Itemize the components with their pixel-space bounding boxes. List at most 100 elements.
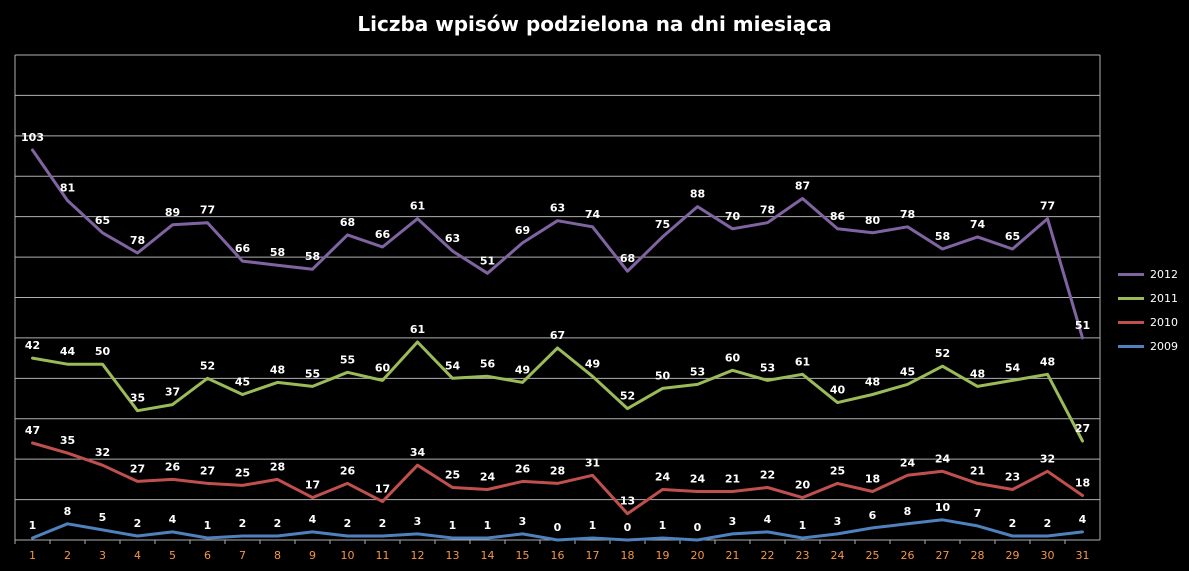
x-tick-label: 10 xyxy=(341,549,355,562)
data-label: 24 xyxy=(480,470,496,483)
data-label: 65 xyxy=(95,214,110,227)
data-label: 51 xyxy=(1075,319,1090,332)
data-label: 45 xyxy=(900,365,915,378)
data-label: 74 xyxy=(970,218,986,231)
x-tick-label: 30 xyxy=(1041,549,1055,562)
legend-label: 2011 xyxy=(1150,291,1178,305)
data-label: 2 xyxy=(1044,517,1052,530)
x-tick-label: 4 xyxy=(134,549,141,562)
data-label: 2 xyxy=(1009,517,1017,530)
data-label: 47 xyxy=(25,424,40,437)
data-label: 1 xyxy=(204,519,212,532)
data-label: 75 xyxy=(655,218,670,231)
data-label: 60 xyxy=(375,361,391,374)
x-tick-label: 9 xyxy=(309,549,316,562)
data-label: 3 xyxy=(414,515,422,528)
data-label: 23 xyxy=(1005,470,1020,483)
data-label: 24 xyxy=(690,473,706,486)
data-labels: 18 5 2 4 1 2 2 4 2 2 3 1 1 3 0 1 0 1 0 3 4 1 3 6 8 10 72 2 447353227… xyxy=(21,131,1090,534)
data-label: 25 xyxy=(235,466,250,479)
x-tick-label: 1 xyxy=(29,549,36,562)
data-label: 2 xyxy=(379,517,387,530)
data-label: 2 xyxy=(134,517,142,530)
data-label: 54 xyxy=(445,359,461,372)
data-label: 21 xyxy=(970,464,985,477)
data-label: 52 xyxy=(200,359,215,372)
data-label: 1 xyxy=(799,519,807,532)
x-tick-label: 22 xyxy=(761,549,775,562)
data-label: 77 xyxy=(1040,200,1055,213)
data-label: 78 xyxy=(900,208,915,221)
x-tick-label: 25 xyxy=(866,549,880,562)
data-label: 6 xyxy=(869,509,877,522)
data-label: 74 xyxy=(585,208,601,221)
data-label: 55 xyxy=(305,367,320,380)
data-label: 1 xyxy=(589,519,597,532)
data-label: 18 xyxy=(865,473,880,486)
data-label: 1 xyxy=(449,519,457,532)
x-tick-label: 31 xyxy=(1076,549,1090,562)
data-label: 27 xyxy=(130,462,145,475)
data-label: 66 xyxy=(235,242,251,255)
data-label: 28 xyxy=(550,464,565,477)
data-label: 55 xyxy=(340,353,355,366)
data-label: 45 xyxy=(235,376,250,389)
data-label: 0 xyxy=(554,521,562,534)
series-line-2009 xyxy=(31,518,1084,542)
data-label: 53 xyxy=(690,365,705,378)
data-label: 58 xyxy=(270,246,285,259)
data-label: 81 xyxy=(60,182,75,195)
data-label: 13 xyxy=(620,495,635,508)
series-line-2012 xyxy=(31,148,1084,340)
x-tick-label: 19 xyxy=(656,549,670,562)
data-label: 50 xyxy=(95,345,111,358)
x-tick-label: 18 xyxy=(621,549,635,562)
data-label: 34 xyxy=(410,446,426,459)
series-line-2010 xyxy=(31,441,1084,516)
data-label: 1 xyxy=(484,519,492,532)
x-tick-label: 13 xyxy=(446,549,460,562)
data-label: 3 xyxy=(834,515,842,528)
data-label: 56 xyxy=(480,357,496,370)
x-tick-label: 26 xyxy=(901,549,915,562)
data-label: 35 xyxy=(130,392,145,405)
data-label: 66 xyxy=(375,228,391,241)
data-label: 42 xyxy=(25,339,40,352)
data-label: 40 xyxy=(830,384,846,397)
data-label: 51 xyxy=(480,254,495,267)
series-lines xyxy=(31,148,1084,542)
x-tick-label: 23 xyxy=(796,549,810,562)
data-label: 32 xyxy=(1040,452,1055,465)
data-label: 63 xyxy=(445,232,460,245)
data-label: 0 xyxy=(694,521,702,534)
data-label: 68 xyxy=(620,252,635,265)
x-tick-label: 14 xyxy=(481,549,495,562)
data-label: 4 xyxy=(169,513,177,526)
data-label: 28 xyxy=(270,460,285,473)
data-label: 32 xyxy=(95,446,110,459)
data-label: 52 xyxy=(620,390,635,403)
data-label: 48 xyxy=(865,376,880,389)
x-tick-label: 24 xyxy=(831,549,845,562)
data-label: 60 xyxy=(725,351,741,364)
data-label: 3 xyxy=(729,515,737,528)
data-label: 78 xyxy=(760,204,775,217)
x-axis: 1 2 3 4 5 6 7 8 9 10 11 12 13 14 15 16 17 18 19 20 21 22 23 24 2… xyxy=(14,539,1100,562)
data-label: 2 xyxy=(239,517,247,530)
legend-swatch xyxy=(1118,296,1144,300)
data-label: 87 xyxy=(795,179,810,192)
data-label: 48 xyxy=(1040,355,1055,368)
data-label: 44 xyxy=(60,345,76,358)
data-label: 103 xyxy=(21,131,44,144)
data-label: 53 xyxy=(760,361,775,374)
x-tick-label: 28 xyxy=(971,549,985,562)
x-tick-label: 21 xyxy=(726,549,740,562)
data-label: 86 xyxy=(830,210,846,223)
data-label: 10 xyxy=(935,501,951,514)
data-label: 1 xyxy=(29,519,37,532)
x-tick-label: 15 xyxy=(516,549,530,562)
x-tick-label: 12 xyxy=(411,549,425,562)
data-label: 58 xyxy=(305,250,320,263)
x-tick-label: 8 xyxy=(274,549,281,562)
data-label: 26 xyxy=(340,464,356,477)
